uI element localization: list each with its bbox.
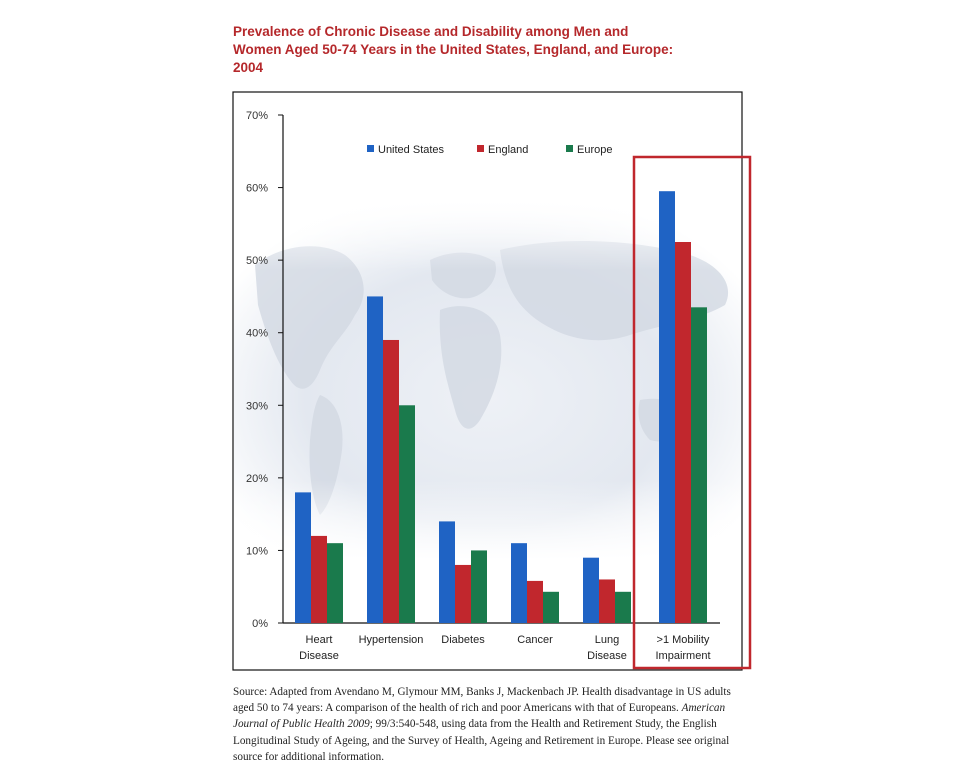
source-text: Source: Adapted from Avendano M, Glymour… (233, 686, 731, 715)
x-tick-label: Cancer (517, 634, 553, 646)
bar (615, 591, 631, 623)
bar (675, 242, 691, 623)
y-tick-label: 50% (246, 255, 268, 267)
legend-swatch (477, 145, 484, 152)
bar (583, 557, 599, 623)
bar (511, 543, 527, 623)
y-tick-label: 30% (246, 400, 268, 412)
legend-label: Europe (577, 144, 612, 156)
highlight-box (632, 155, 752, 670)
bar (543, 591, 559, 623)
bars-group (295, 191, 707, 623)
y-axis: 0% 10% 20% 30% 40% 50% 60% 70% (246, 110, 720, 630)
y-tick-label: 20% (246, 473, 268, 485)
bar (471, 550, 487, 623)
bar (295, 492, 311, 623)
bar (659, 191, 675, 623)
bar (439, 521, 455, 623)
source-journal: American Journal of Public Health 2009 (233, 702, 726, 731)
legend-swatch (367, 145, 374, 152)
x-axis-labels: Heart Disease Hypertension Diabetes Cancer Lu… (299, 634, 710, 662)
bar (383, 339, 399, 623)
x-tick-label: Impairment (655, 650, 710, 662)
bar (327, 543, 343, 623)
source-text-continued: ; 99/3:540-548, using data from the Heal… (233, 718, 730, 763)
x-tick-label: Disease (587, 650, 627, 662)
world-map-background (234, 200, 741, 560)
y-tick-label: 0% (252, 618, 268, 630)
legend-label: United States (378, 144, 445, 156)
y-tick-label: 10% (246, 545, 268, 557)
bar (399, 405, 415, 623)
bar (691, 307, 707, 623)
bar (455, 564, 471, 623)
bar (527, 580, 543, 623)
highlight-rectangle (632, 155, 752, 670)
x-tick-label: Lung (595, 634, 619, 646)
bar (599, 579, 615, 623)
legend-swatch (566, 145, 573, 152)
title-line-3: 2004 (233, 60, 264, 75)
y-tick-label: 60% (246, 183, 268, 195)
y-tick-label: 70% (246, 110, 268, 122)
legend-label: England (488, 144, 528, 156)
x-tick-label: Disease (299, 650, 339, 662)
x-tick-label: Heart (306, 634, 333, 646)
title-line-1: Prevalence of Chronic Disease and Disabi… (233, 24, 629, 39)
y-tick-label: 40% (246, 328, 268, 340)
chart-title: Prevalence of Chronic Disease and Disabi… (233, 23, 753, 77)
x-tick-label: Diabetes (441, 634, 485, 646)
source-note: Source: Adapted from Avendano M, Glymour… (233, 684, 748, 765)
title-line-2: Women Aged 50-74 Years in the United Sta… (233, 42, 674, 57)
legend: United States England Europe (367, 144, 612, 156)
bar (367, 296, 383, 623)
x-tick-label: Hypertension (359, 634, 424, 646)
bar (311, 535, 327, 623)
x-tick-label: >1 Mobility (657, 634, 710, 646)
